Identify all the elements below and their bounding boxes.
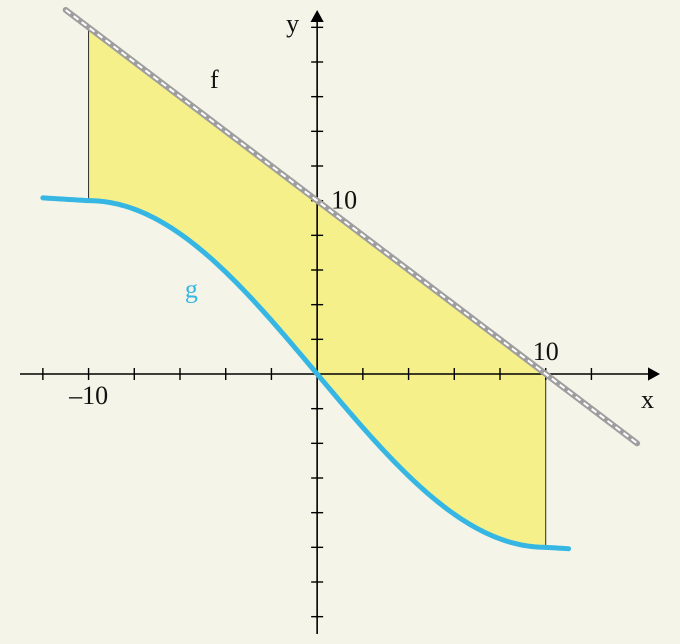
y-axis-label: y	[286, 9, 299, 38]
axes-plot: 10 –10 10 x y g f	[0, 0, 680, 644]
x-tick-label: –10	[68, 381, 108, 410]
line-f-label: f	[210, 65, 219, 94]
x-tick-label: 10	[533, 337, 559, 366]
y-tick-label: 10	[331, 186, 357, 215]
y-axis-arrow	[311, 10, 324, 22]
curve-g-label: g	[185, 275, 198, 304]
x-axis-arrow	[648, 367, 660, 380]
x-axis-label: x	[641, 385, 654, 414]
